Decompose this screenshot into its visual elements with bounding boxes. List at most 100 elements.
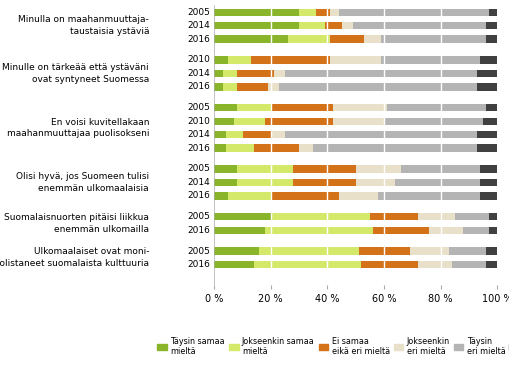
Bar xyxy=(253,145,298,152)
Bar xyxy=(451,261,485,268)
Bar xyxy=(400,165,479,173)
Text: 2016: 2016 xyxy=(187,82,210,91)
Bar xyxy=(242,131,270,138)
Bar xyxy=(485,22,496,29)
Bar xyxy=(285,70,476,77)
Bar xyxy=(214,165,236,173)
Bar xyxy=(293,165,355,173)
Bar xyxy=(279,83,476,91)
Text: 2005: 2005 xyxy=(187,212,210,221)
Text: Minulle on tärkeää että ystäväni
ovat syntyneet Suomessa: Minulle on tärkeää että ystäväni ovat sy… xyxy=(3,63,149,84)
Bar xyxy=(429,227,462,234)
Bar xyxy=(485,247,496,255)
Bar xyxy=(378,192,479,200)
Bar xyxy=(338,192,378,200)
Bar xyxy=(287,35,330,43)
Bar xyxy=(372,227,429,234)
Bar xyxy=(267,83,279,91)
Bar xyxy=(214,192,228,200)
Bar xyxy=(225,145,253,152)
Bar xyxy=(448,247,485,255)
Bar xyxy=(270,213,369,220)
Bar xyxy=(485,35,496,43)
Bar xyxy=(479,192,496,200)
Text: 2005: 2005 xyxy=(187,247,210,255)
Bar xyxy=(273,70,285,77)
Bar xyxy=(253,261,361,268)
Bar xyxy=(358,247,409,255)
Text: 2016: 2016 xyxy=(187,260,210,269)
Bar xyxy=(338,8,488,16)
Text: En voisi kuvitellakaan
maahanmuuttajaa puolisokseni: En voisi kuvitellakaan maahanmuuttajaa p… xyxy=(7,118,149,138)
Bar xyxy=(236,179,293,186)
Bar xyxy=(488,227,496,234)
Bar xyxy=(214,247,259,255)
Text: Ulkomaalaiset ovat moni-
puolistaneet suomalaista kulttuuria: Ulkomaalaiset ovat moni- puolistaneet su… xyxy=(0,247,149,268)
Bar xyxy=(298,145,313,152)
Legend: Täysin samaa
mieltä, Jokseenkin samaa
mieltä, Ei samaa
eikä eri mieltä, Jokseenk: Täysin samaa mieltä, Jokseenkin samaa mi… xyxy=(154,333,509,359)
Bar xyxy=(324,22,341,29)
Text: 2005: 2005 xyxy=(187,165,210,173)
Bar xyxy=(214,104,236,111)
Bar xyxy=(316,8,330,16)
Bar xyxy=(352,22,485,29)
Bar xyxy=(228,192,270,200)
Bar xyxy=(488,213,496,220)
Text: Minulla on maahanmuuttaja-
taustaisia ystäviä: Minulla on maahanmuuttaja- taustaisia ys… xyxy=(18,15,149,36)
Bar xyxy=(214,22,298,29)
Bar xyxy=(214,118,234,125)
Bar xyxy=(332,118,383,125)
Bar xyxy=(285,131,476,138)
Bar xyxy=(313,145,476,152)
Bar xyxy=(476,145,496,152)
Bar xyxy=(293,179,355,186)
Bar xyxy=(214,70,222,77)
Bar xyxy=(394,179,479,186)
Bar xyxy=(476,131,496,138)
Bar xyxy=(330,56,380,64)
Text: 2016: 2016 xyxy=(187,226,210,235)
Text: 2016: 2016 xyxy=(187,35,210,43)
Text: 2014: 2014 xyxy=(187,21,210,30)
Bar xyxy=(270,131,285,138)
Text: 2016: 2016 xyxy=(187,191,210,200)
Bar xyxy=(330,35,363,43)
Bar xyxy=(270,192,338,200)
Bar xyxy=(417,213,454,220)
Bar xyxy=(488,8,496,16)
Bar xyxy=(355,179,394,186)
Bar xyxy=(250,56,330,64)
Bar xyxy=(386,104,485,111)
Text: 2010: 2010 xyxy=(187,55,210,65)
Bar xyxy=(214,227,265,234)
Bar xyxy=(361,261,417,268)
Bar xyxy=(214,8,298,16)
Bar xyxy=(383,118,482,125)
Bar xyxy=(214,35,287,43)
Bar xyxy=(298,22,324,29)
Text: 2005: 2005 xyxy=(187,103,210,112)
Bar xyxy=(369,213,417,220)
Text: 2010: 2010 xyxy=(187,117,210,126)
Bar xyxy=(380,35,485,43)
Bar xyxy=(409,247,448,255)
Bar xyxy=(355,165,400,173)
Text: 2014: 2014 xyxy=(187,69,210,78)
Bar xyxy=(270,104,332,111)
Bar xyxy=(214,261,253,268)
Bar xyxy=(330,8,338,16)
Bar xyxy=(236,70,273,77)
Bar xyxy=(332,104,386,111)
Bar xyxy=(228,56,250,64)
Bar xyxy=(482,118,496,125)
Bar xyxy=(485,104,496,111)
Bar xyxy=(214,131,225,138)
Bar xyxy=(265,227,372,234)
Bar xyxy=(363,35,380,43)
Bar xyxy=(417,261,451,268)
Bar xyxy=(234,118,265,125)
Bar xyxy=(214,213,270,220)
Bar xyxy=(236,104,270,111)
Bar xyxy=(476,83,496,91)
Bar xyxy=(214,56,228,64)
